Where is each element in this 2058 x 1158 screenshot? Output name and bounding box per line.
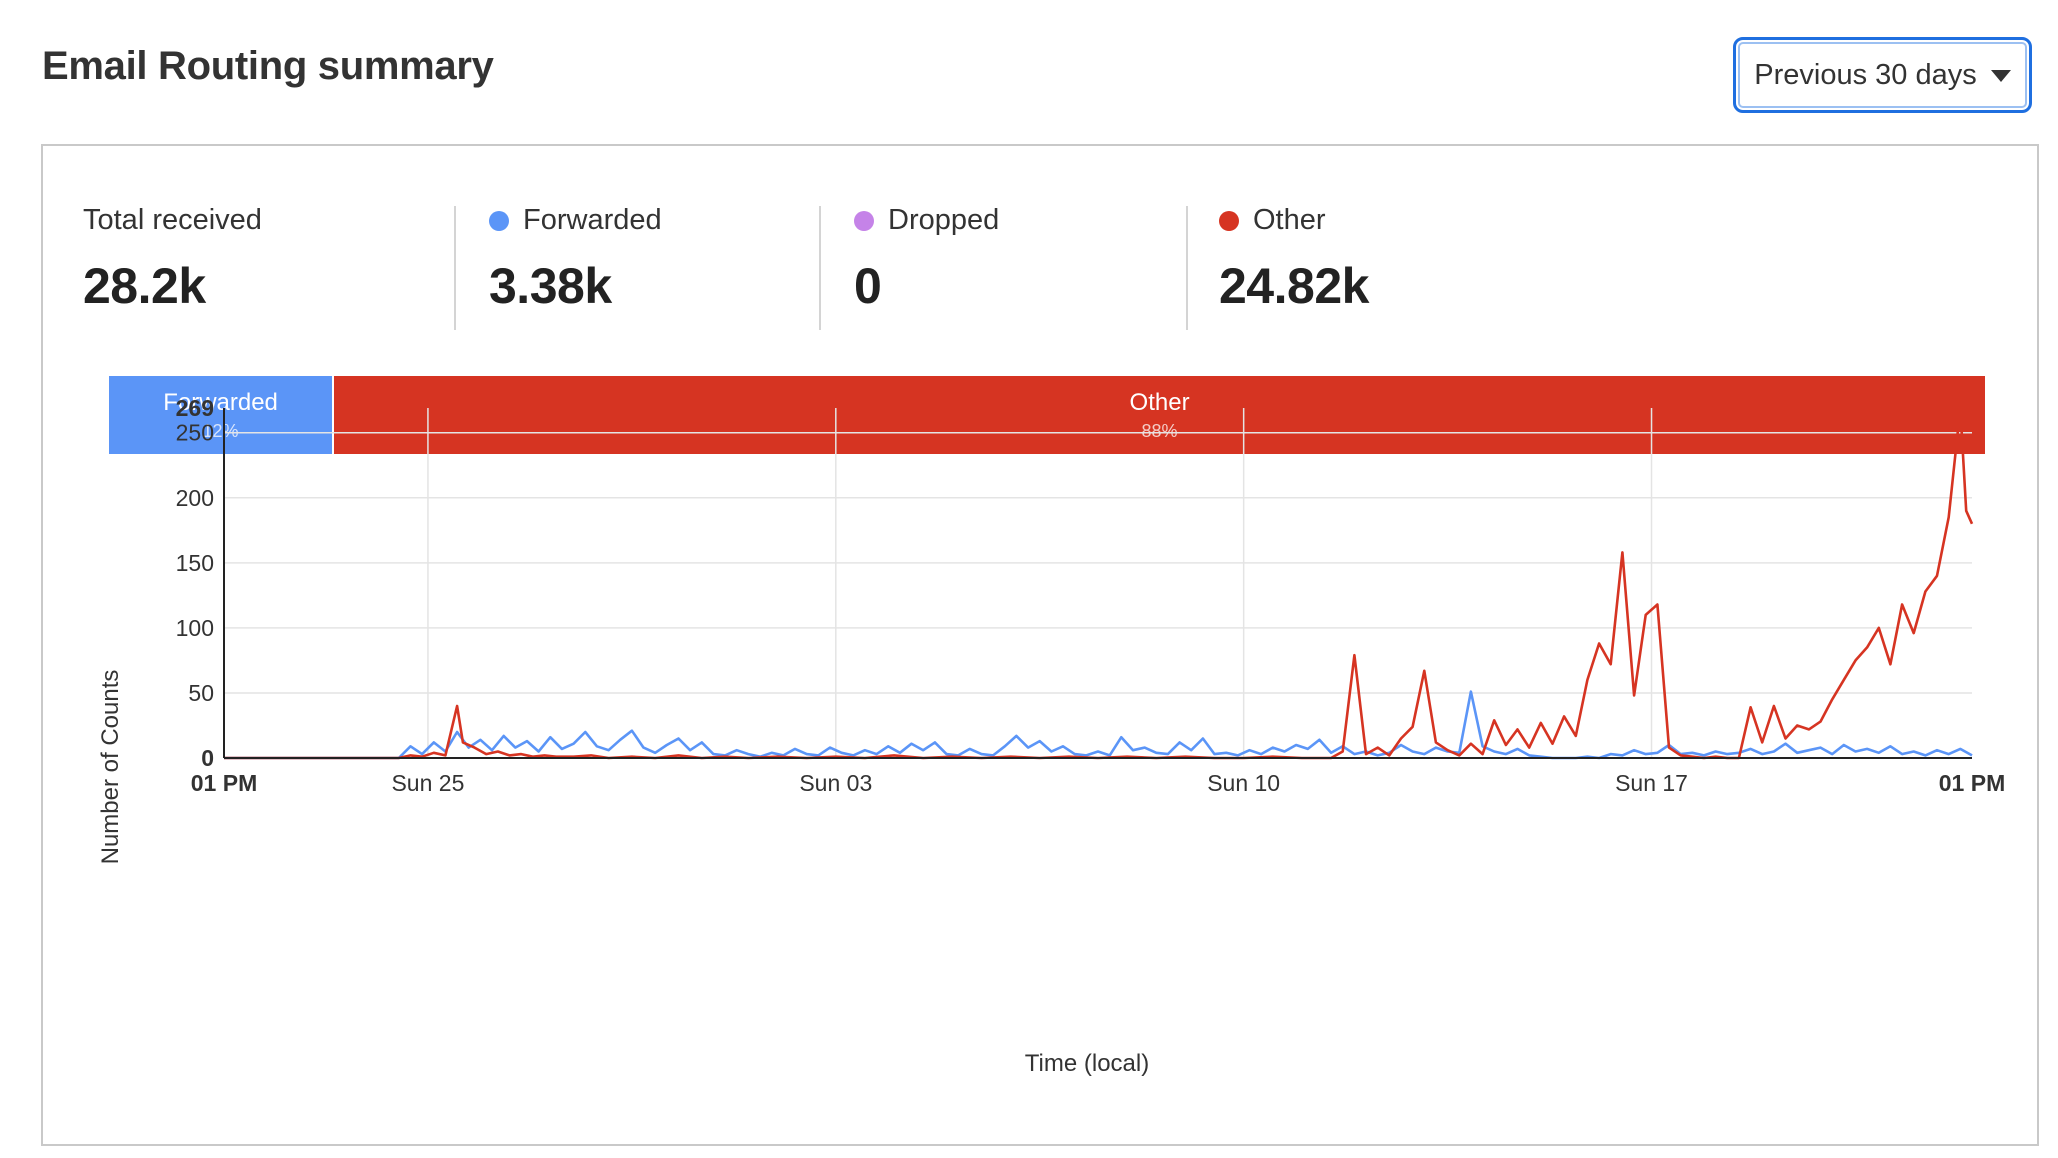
forwarded-dot-icon: [489, 210, 509, 231]
dropped-dot-icon: [854, 210, 874, 231]
y-tick-label: 200: [176, 485, 214, 511]
stat-value: 3.38k: [489, 258, 612, 314]
x-tick-label: Sun 17: [1615, 770, 1688, 796]
stat-forwarded: Forwarded 3.38k: [489, 204, 969, 315]
stat-value: 24.82k: [1219, 258, 1369, 314]
stat-divider: [1186, 206, 1188, 330]
stat-divider: [454, 206, 456, 330]
series-line-forwarded: [224, 690, 1973, 760]
stat-value: 28.2k: [83, 258, 206, 314]
stat-total-received: Total received 28.2k: [83, 204, 563, 315]
share-segment-other[interactable]: Other 88%: [334, 376, 1985, 454]
other-dot-icon: [1219, 210, 1239, 231]
stat-other: Other 24.82k: [1219, 204, 1699, 315]
y-tick-label: 150: [176, 550, 214, 576]
stat-label: Dropped: [888, 204, 1000, 236]
series-line-other: [224, 406, 1974, 760]
y-tick-label: 250: [176, 420, 214, 446]
x-tick-label: Sun 25: [391, 770, 464, 796]
y-tick-label: 269: [176, 395, 214, 421]
stat-divider: [819, 206, 821, 330]
y-tick-label: 0: [201, 745, 214, 771]
date-range-label: Previous 30 days: [1754, 58, 1977, 91]
stat-label: Forwarded: [523, 204, 662, 236]
y-tick-label: 50: [188, 680, 214, 706]
x-tick-label: Sun 10: [1207, 770, 1280, 796]
chart-grid: [224, 408, 1972, 758]
share-segment-forwarded[interactable]: Forwarded 12%: [109, 376, 335, 454]
share-bar: Forwarded 12% Other 88%: [109, 376, 1985, 454]
share-segment-percent: 88%: [1141, 420, 1178, 441]
chart-series: [224, 406, 1974, 760]
stat-dropped: Dropped 0: [854, 204, 1334, 315]
share-segment-percent: 12%: [202, 420, 239, 441]
y-axis-title: Number of Counts: [97, 670, 124, 865]
stat-value: 0: [854, 258, 882, 314]
x-axis-title: Time (local): [1025, 1050, 1149, 1077]
share-segment-label: Forwarded: [163, 388, 278, 416]
caret-down-icon: [1990, 70, 2011, 82]
stat-label: Other: [1253, 204, 1326, 236]
y-tick-label: 100: [176, 615, 214, 641]
x-tick-label: 01 PM: [1939, 770, 2005, 796]
x-tick-label: 01 PM: [191, 770, 257, 796]
date-range-select[interactable]: Previous 30 days: [1733, 37, 2032, 113]
page-title: Email Routing summary: [42, 44, 494, 88]
x-tick-label: Sun 03: [799, 770, 872, 796]
stat-label: Total received: [83, 204, 262, 236]
summary-card: Total received 28.2k Forwarded 3.38k Dro…: [41, 144, 2039, 1146]
share-segment-label: Other: [1129, 388, 1190, 416]
